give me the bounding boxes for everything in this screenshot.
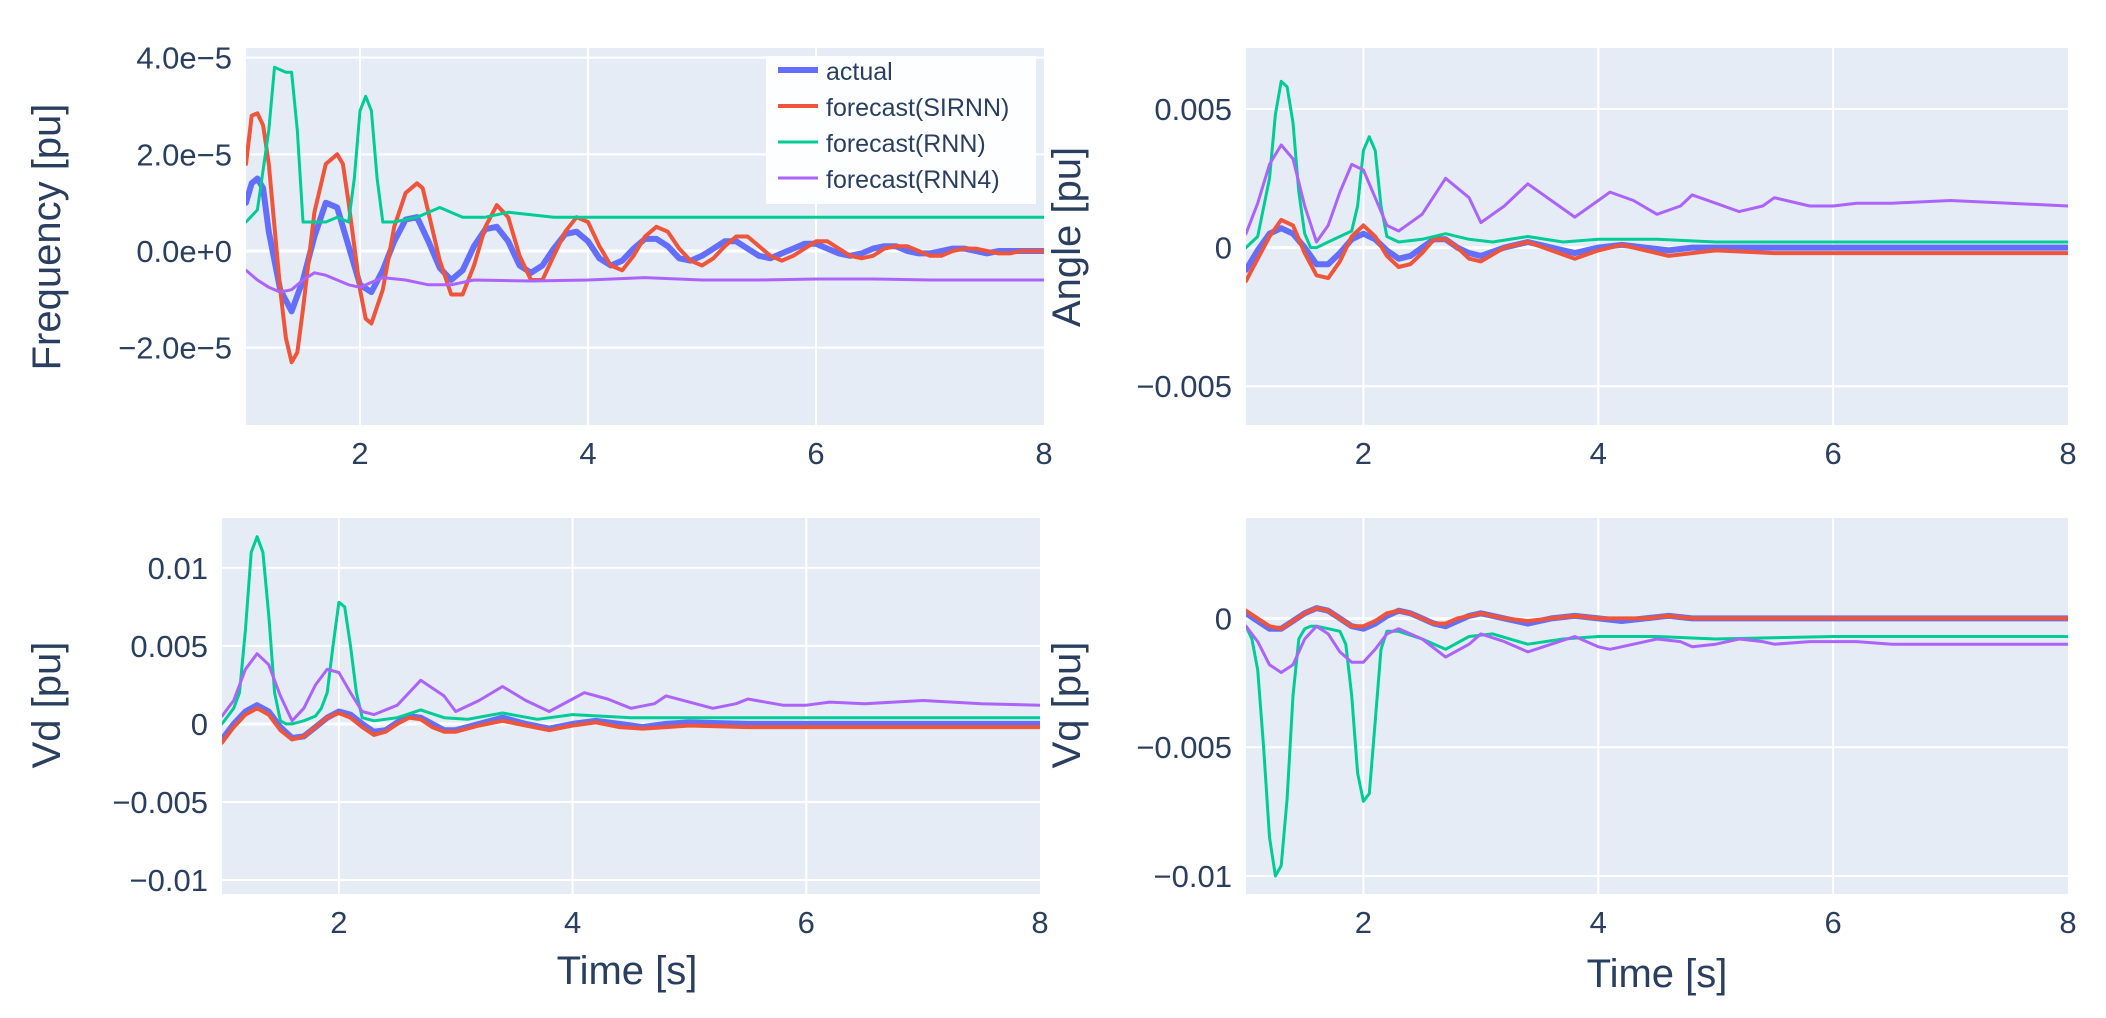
angle-series-forecast-rnn4[interactable] <box>1246 143 2068 244</box>
vq-panel: Vq [pu] Time [s] 2 4 6 8 −0.01 −0.005 0 <box>1045 518 2077 996</box>
frequency-series-forecast-rnn4[interactable] <box>246 268 1044 294</box>
legend-item-forecast-sirnn[interactable]: forecast(SIRNN) <box>778 94 1009 122</box>
vq-x-axis-title: Time [s] <box>1587 952 1728 996</box>
frequency-x-tick-label: 4 <box>579 436 596 471</box>
vd-x-tick-label: 6 <box>798 905 815 940</box>
frequency-y-tick-label: 4.0e−5 <box>136 41 232 76</box>
frequency-series-forecast-rnn[interactable] <box>246 65 1044 224</box>
vd-y-tick-label: 0.01 <box>148 551 208 586</box>
vq-y-tick-label: −0.01 <box>1154 859 1232 894</box>
vd-y-tick-label: −0.01 <box>130 863 208 898</box>
legend-item-actual[interactable]: actual <box>778 58 893 86</box>
frequency-series-forecast-sirnn[interactable] <box>246 111 1044 365</box>
frequency-y-axis-title: Frequency [pu] <box>25 104 69 371</box>
vq-x-tick-label: 6 <box>1825 905 1842 940</box>
frequency-x-tick-label: 2 <box>351 436 368 471</box>
angle-x-tick-label: 2 <box>1355 436 1372 471</box>
vq-x-tick-label: 8 <box>2059 905 2076 940</box>
legend-item-forecast-rnn4[interactable]: forecast(RNN4) <box>778 166 1000 194</box>
vd-plot-area <box>222 518 1040 894</box>
legend-label-actual: actual <box>826 58 893 86</box>
vq-series-forecast-sirnn[interactable] <box>1246 606 2068 631</box>
vd-x-tick-label: 4 <box>564 905 581 940</box>
frequency-y-tick-label: 2.0e−5 <box>136 137 232 172</box>
vq-y-tick-label: −0.005 <box>1136 730 1232 765</box>
vd-x-axis-title: Time [s] <box>557 949 698 993</box>
angle-y-tick-label: 0 <box>1215 231 1232 266</box>
frequency-y-tick-label: −2.0e−5 <box>118 331 232 366</box>
vq-plot-area <box>1246 518 2068 894</box>
vd-x-tick-label: 8 <box>1031 905 1048 940</box>
vd-y-tick-label: −0.005 <box>112 785 208 820</box>
legend-label-forecast-sirnn: forecast(SIRNN) <box>826 94 1009 122</box>
angle-x-tick-label: 8 <box>2059 436 2076 471</box>
vd-series-forecast-sirnn[interactable] <box>222 706 1040 745</box>
angle-series-forecast-rnn[interactable] <box>1246 79 2068 250</box>
angle-x-tick-label: 4 <box>1590 436 1607 471</box>
legend-label-forecast-rnn4: forecast(RNN4) <box>826 166 1000 194</box>
vd-y-tick-label: 0.005 <box>130 629 208 664</box>
angle-x-tick-label: 6 <box>1825 436 1842 471</box>
legend: actual forecast(SIRNN) forecast(RNN) for… <box>766 56 1036 204</box>
vq-x-tick-label: 2 <box>1355 905 1372 940</box>
vd-series-forecast-rnn[interactable] <box>222 535 1040 726</box>
vd-panel: Vd [pu] Time [s] 2 4 6 8 −0.01 −0.005 0 0.005 0.… <box>25 518 1049 993</box>
angle-y-tick-label: 0.005 <box>1154 92 1232 127</box>
legend-item-forecast-rnn[interactable]: forecast(RNN) <box>778 130 986 158</box>
vq-series-forecast-rnn4[interactable] <box>1246 624 2068 674</box>
angle-plot-area <box>1246 48 2068 425</box>
frequency-y-tick-label: 0.0e+0 <box>136 234 232 269</box>
angle-y-tick-label: −0.005 <box>1136 369 1232 404</box>
vd-y-tick-label: 0 <box>191 707 208 742</box>
vq-x-tick-label: 4 <box>1590 905 1607 940</box>
angle-y-axis-title: Angle [pu] <box>1045 147 1089 327</box>
angle-series-forecast-sirnn[interactable] <box>1246 217 2068 283</box>
vd-y-axis-title: Vd [pu] <box>25 642 69 769</box>
frequency-x-tick-label: 6 <box>807 436 824 471</box>
vd-x-tick-label: 2 <box>330 905 347 940</box>
vd-series-forecast-rnn4[interactable] <box>222 652 1040 723</box>
legend-label-forecast-rnn: forecast(RNN) <box>826 130 986 158</box>
frequency-x-tick-label: 8 <box>1035 436 1052 471</box>
angle-panel: Angle [pu] 2 4 6 8 −0.005 0 0.005 <box>1045 48 2077 471</box>
vq-y-axis-title: Vq [pu] <box>1045 642 1089 769</box>
vq-y-tick-label: 0 <box>1215 601 1232 636</box>
